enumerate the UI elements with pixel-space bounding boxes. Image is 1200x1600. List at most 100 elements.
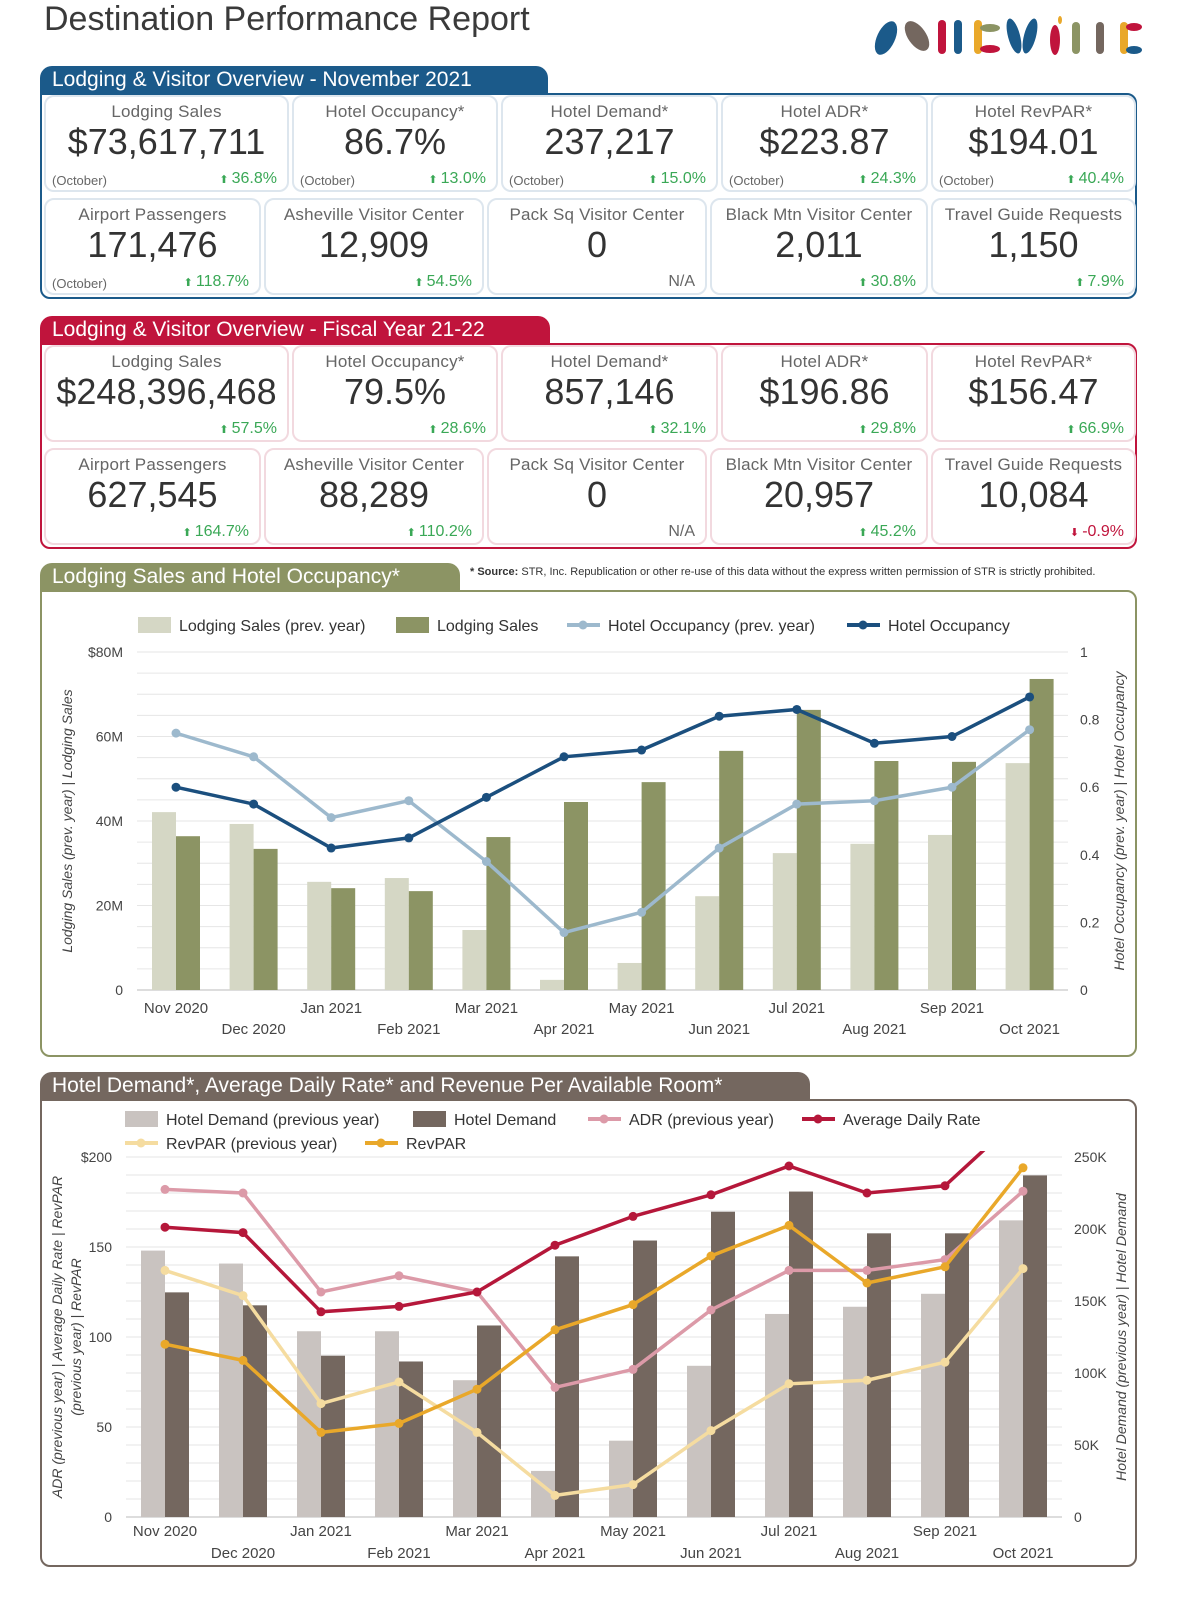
data-point xyxy=(1018,1186,1028,1196)
section-box: Lodging Sales $248,396,468 ⬆︎ 57.5% Hote… xyxy=(40,343,1137,549)
x-tick-label: Dec 2020 xyxy=(211,1545,275,1562)
bar xyxy=(641,782,666,990)
data-point xyxy=(472,1427,482,1437)
kpi-value: 12,909 xyxy=(318,224,430,265)
arrow-up-icon: ⬆︎ xyxy=(414,277,427,289)
kpi-note: (October) xyxy=(52,276,107,291)
y-axis-title: Lodging Sales (prev. year) | Lodging Sal… xyxy=(59,689,75,952)
data-point xyxy=(160,1184,170,1194)
kpi-value: $156.47 xyxy=(968,371,1099,412)
x-tick-label: Jun 2021 xyxy=(680,1545,742,1562)
kpi-note: (October) xyxy=(300,173,355,188)
arrow-up-icon: ⬆︎ xyxy=(1066,174,1079,186)
x-tick-label: Feb 2021 xyxy=(377,1021,440,1038)
data-point xyxy=(784,1161,794,1171)
kpi-label: Hotel ADR* xyxy=(780,352,869,371)
page-title: Destination Performance Report xyxy=(44,0,530,38)
legend-label: Hotel Occupancy (prev. year) xyxy=(608,618,815,635)
kpi-note: (October) xyxy=(52,173,107,188)
kpi-card: Hotel ADR* $223.87 (October) ⬆︎ 24.3% xyxy=(721,95,928,192)
arrow-up-icon: ⬆︎ xyxy=(858,277,871,289)
data-point xyxy=(550,1490,560,1500)
data-point xyxy=(326,813,336,823)
kpi-value: $194.01 xyxy=(968,121,1099,162)
kpi-label: Travel Guide Requests xyxy=(944,455,1123,474)
legend-marker xyxy=(813,1114,823,1124)
arrow-up-icon: ⬆︎ xyxy=(648,174,661,186)
data-point xyxy=(1025,725,1035,735)
series-line xyxy=(175,695,1031,850)
y2-tick-label: 0 xyxy=(1080,982,1088,998)
y2-tick-label: 0.2 xyxy=(1080,914,1100,930)
kpi-note: (October) xyxy=(939,173,994,188)
kpi-card: Pack Sq Visitor Center 0 N/A xyxy=(487,448,707,545)
data-point xyxy=(940,1357,950,1367)
kpi-card: Travel Guide Requests 10,084 ⬇︎ -0.9% xyxy=(931,448,1136,545)
kpi-label: Airport Passengers xyxy=(78,205,227,224)
data-point xyxy=(171,782,181,792)
kpi-label: Black Mtn Visitor Center xyxy=(725,205,913,224)
kpi-change: ⬆︎ 15.0% xyxy=(648,170,706,187)
kpi-card: Asheville Visitor Center 88,289 ⬆︎ 110.2… xyxy=(264,448,484,545)
kpi-change: ⬆︎ 28.6% xyxy=(428,420,486,437)
data-point xyxy=(628,1300,638,1310)
kpi-label: Airport Passengers xyxy=(78,455,227,474)
y-tick-label: 100 xyxy=(89,1329,113,1345)
kpi-value: $73,617,711 xyxy=(67,121,266,162)
x-tick-label: May 2021 xyxy=(600,1523,666,1540)
section-title: Lodging & Visitor Overview - Fiscal Year… xyxy=(40,316,550,344)
bar xyxy=(711,1211,735,1517)
x-tick-label: Aug 2021 xyxy=(835,1545,899,1562)
kpi-card: Pack Sq Visitor Center 0 N/A xyxy=(487,198,707,295)
x-tick-label: Mar 2021 xyxy=(455,1000,518,1017)
bar xyxy=(564,801,588,990)
kpi-row: Lodging Sales $248,396,468 ⬆︎ 57.5% Hote… xyxy=(44,345,1136,442)
data-point xyxy=(947,782,957,792)
bar xyxy=(952,761,976,990)
x-tick-label: Jul 2021 xyxy=(761,1523,818,1540)
y2-tick-label: 50K xyxy=(1074,1437,1100,1453)
kpi-change: ⬆︎ 30.8% xyxy=(858,273,916,290)
bar xyxy=(176,836,200,990)
kpi-value: 0 xyxy=(586,224,608,265)
bar xyxy=(229,823,254,990)
kpi-value: 171,476 xyxy=(87,224,218,265)
series-line xyxy=(164,1166,1025,1435)
kpi-change: ⬆︎ 110.2% xyxy=(406,523,472,540)
bar xyxy=(719,750,744,990)
data-point xyxy=(238,1355,248,1365)
kpi-value: 237,217 xyxy=(544,121,675,162)
y-tick-label: 20M xyxy=(96,898,123,914)
arrow-up-icon: ⬆︎ xyxy=(858,527,871,539)
kpi-card: Airport Passengers 171,476 (October) ⬆︎ … xyxy=(44,198,261,295)
kpi-row: Lodging Sales $73,617,711 (October) ⬆︎ 3… xyxy=(44,95,1136,192)
y-tick-label: 50 xyxy=(96,1419,112,1435)
data-point xyxy=(394,1301,404,1311)
legend-label: Hotel Occupancy xyxy=(888,618,1010,635)
bar xyxy=(331,888,356,990)
arrow-up-icon: ⬆︎ xyxy=(428,174,441,186)
arrow-down-icon: ⬇︎ xyxy=(1069,527,1083,539)
data-point xyxy=(1025,692,1035,702)
x-tick-label: Jun 2021 xyxy=(688,1021,750,1038)
bar xyxy=(687,1365,711,1517)
kpi-label: Hotel Occupancy* xyxy=(325,352,465,371)
data-point xyxy=(472,1384,482,1394)
kpi-label: Hotel Demand* xyxy=(550,102,669,121)
data-point xyxy=(637,907,647,917)
data-point xyxy=(869,796,879,806)
legend-marker xyxy=(578,620,588,630)
kpi-value: 2,011 xyxy=(775,224,863,265)
kpi-change: ⬆︎ 45.2% xyxy=(858,523,916,540)
legend-label: RevPAR (previous year) xyxy=(166,1136,337,1153)
legend-swatch xyxy=(125,1111,158,1127)
kpi-label: Lodging Sales xyxy=(111,352,222,371)
chart2-box xyxy=(40,1099,1137,1567)
bar xyxy=(384,878,409,990)
kpi-change: ⬇︎ -0.9% xyxy=(1069,523,1124,540)
kpi-label: Lodging Sales xyxy=(111,102,222,121)
series-line xyxy=(164,1151,986,1314)
kpi-card: Black Mtn Visitor Center 20,957 ⬆︎ 45.2% xyxy=(710,448,928,545)
x-tick-label: Dec 2020 xyxy=(221,1021,285,1038)
y2-tick-label: 1 xyxy=(1080,644,1088,660)
